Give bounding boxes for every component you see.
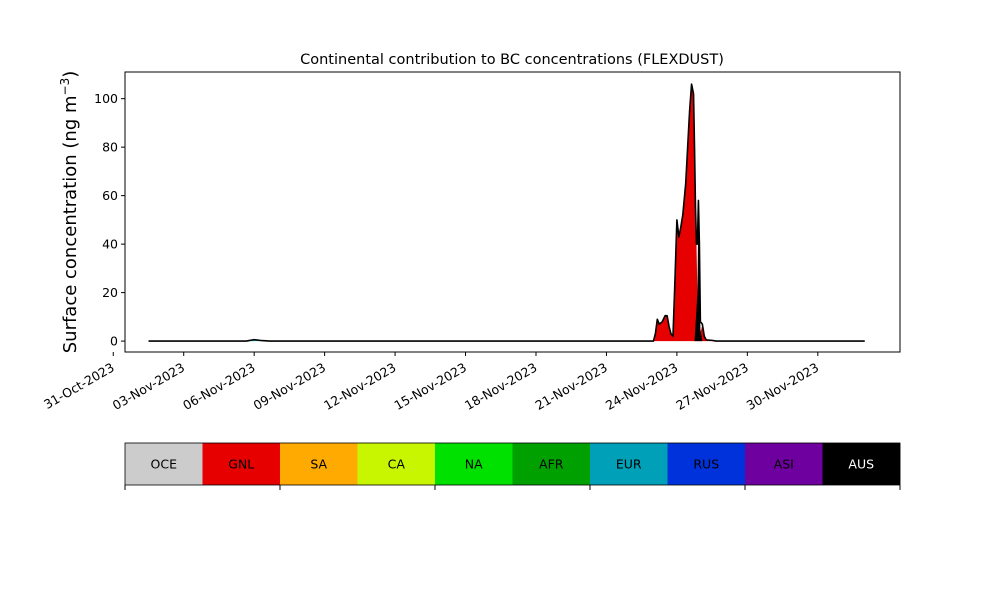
legend-label-oce: OCE	[151, 457, 178, 472]
x-tick-label: 12-Nov-2023	[321, 360, 398, 413]
legend-label-na: NA	[465, 457, 483, 472]
legend-label-rus: RUS	[693, 457, 719, 472]
y-tick-label: 20	[102, 285, 118, 300]
y-tick-label: 100	[94, 91, 118, 106]
legend-swatch-sa	[280, 443, 358, 485]
legend-swatch-asi	[745, 443, 823, 485]
x-axis: 31-Oct-202303-Nov-202306-Nov-202309-Nov-…	[41, 352, 821, 413]
area-series-aus	[694, 202, 703, 342]
stacked-areas	[246, 84, 717, 342]
legend-label-asi: ASI	[774, 457, 794, 472]
legend-label-afr: AFR	[539, 457, 564, 472]
legend-swatch-ca	[357, 443, 436, 485]
chart-title: Continental contribution to BC concentra…	[300, 52, 724, 68]
legend-label-ca: CA	[388, 457, 406, 472]
y-tick-label: 0	[110, 334, 118, 349]
legend-label-gnl: GNL	[228, 457, 254, 472]
total-outline	[148, 83, 865, 342]
y-axis-label: Surface concentration (ng m−3)	[58, 71, 81, 354]
legend-label-eur: EUR	[616, 457, 642, 472]
legend-frame	[124, 442, 901, 486]
legend-label-aus: AUS	[848, 457, 874, 472]
legend-swatch-na	[435, 443, 513, 485]
x-tick-label: 15-Nov-2023	[392, 360, 469, 413]
y-tick-label: 80	[102, 140, 118, 155]
legend-swatch-aus	[822, 443, 901, 485]
x-tick-label: 06-Nov-2023	[180, 360, 257, 413]
legend-swatch-eur	[590, 443, 668, 485]
x-tick-label: 24-Nov-2023	[603, 360, 680, 413]
x-tick-label: 18-Nov-2023	[462, 360, 539, 413]
y-axis-label-main: Surface concentration (ng m	[60, 95, 81, 353]
legend-swatch-oce	[125, 443, 203, 485]
x-tick-label: 09-Nov-2023	[251, 360, 328, 413]
x-tick-label: 03-Nov-2023	[110, 360, 187, 413]
x-tick-label: 30-Nov-2023	[744, 360, 821, 413]
y-axis-label-exponent: −3	[58, 78, 72, 96]
y-tick-label: 40	[102, 237, 118, 252]
x-tick-label: 31-Oct-2023	[41, 360, 117, 412]
total-concentration-line	[148, 83, 865, 342]
y-axis: 0 20 40 60 80 100	[94, 91, 125, 349]
plot-frame	[124, 71, 901, 353]
legend-swatch-gnl	[202, 443, 281, 485]
legend-label-sa: SA	[310, 457, 327, 472]
area-series-gnl	[653, 84, 717, 342]
plot-area	[148, 83, 865, 342]
y-axis-label-close: )	[60, 71, 81, 78]
y-tick-label: 60	[102, 188, 118, 203]
legend-colorbar: OCE GNL SA CA NA AFR EUR RUS ASI AUS	[124, 442, 901, 490]
legend-swatch-rus	[667, 443, 746, 485]
x-tick-label: 21-Nov-2023	[532, 360, 609, 413]
legend-swatch-afr	[512, 443, 591, 485]
x-tick-label: 27-Nov-2023	[673, 360, 750, 413]
